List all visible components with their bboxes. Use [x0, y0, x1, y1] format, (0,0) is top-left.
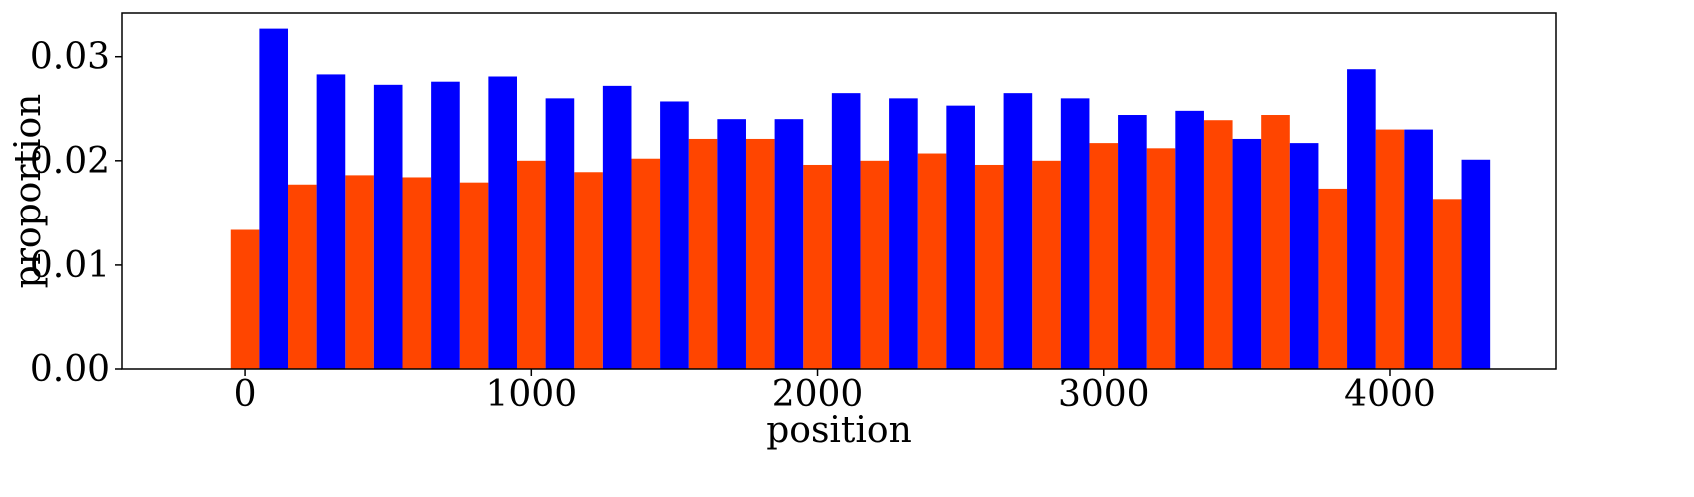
- bar-series-1-bin-13: [917, 153, 947, 369]
- x-tick-label: 0: [234, 374, 257, 415]
- bar-series-2-bin-15: [1060, 98, 1090, 370]
- bar-series-1-bin-22: [1432, 199, 1462, 369]
- bar-series-2-bin-20: [1347, 69, 1376, 370]
- x-axis-label: position: [766, 410, 912, 451]
- x-tick-label: 4000: [1344, 374, 1436, 415]
- bar-series-1-bin-21: [1375, 129, 1405, 369]
- bar-series-2-bin-5: [488, 76, 517, 370]
- bar-series-2-bin-16: [1118, 115, 1147, 370]
- x-tick-label: 3000: [1058, 374, 1150, 415]
- bar-series-2-bin-17: [1175, 110, 1204, 369]
- bar-series-2-bin-11: [831, 93, 861, 370]
- bar-series-2-bin-6: [545, 98, 575, 370]
- bar-series-1-bin-17: [1146, 148, 1176, 369]
- y-axis-ticks: 0.00 0.01 0.02 0.03: [30, 37, 122, 390]
- y-tick-label: 0.00: [30, 349, 110, 390]
- bar-series-1-bin-18: [1203, 120, 1233, 370]
- bar-series-2-bin-9: [717, 119, 746, 369]
- plot-frame: [121, 12, 1557, 370]
- y-tick-label: 0.02: [30, 141, 110, 182]
- x-axis-ticks: 0 1000 2000 3000 4000: [234, 369, 1436, 415]
- y-axis-label: proportion: [8, 94, 49, 289]
- bar-series-2-bin-8: [660, 101, 689, 370]
- bar-series-2-bin-3: [373, 84, 403, 370]
- bar-series-2-bin-22: [1461, 159, 1491, 369]
- x-tick-label: 1000: [485, 374, 577, 415]
- y-tick-label: 0.01: [30, 245, 110, 286]
- bar-series-2-bin-19: [1289, 143, 1319, 369]
- bar-series-1-bin-3: [345, 175, 374, 369]
- bars-group: [230, 28, 1491, 370]
- bar-series-1-bin-11: [803, 164, 832, 369]
- y-tick-label: 0.03: [30, 37, 110, 78]
- bar-series-1-bin-8: [631, 158, 661, 369]
- bar-series-1-bin-2: [288, 184, 317, 369]
- bar-series-2-bin-18: [1232, 138, 1262, 369]
- bar-series-2-bin-2: [316, 74, 346, 369]
- bar-series-2-bin-4: [431, 81, 460, 369]
- bar-series-1-bin-5: [459, 182, 489, 369]
- bar-series-2-bin-10: [774, 119, 804, 369]
- bar-series-1-bin-14: [974, 164, 1004, 369]
- bar-series-2-bin-7: [602, 85, 632, 370]
- bar-series-1-bin-9: [688, 138, 718, 369]
- bar-series-1-bin-12: [860, 160, 890, 369]
- bar-series-2-bin-1: [259, 28, 289, 369]
- bar-series-1-bin-10: [745, 138, 775, 369]
- bar-series-1-bin-19: [1261, 115, 1290, 370]
- bar-series-1-bin-15: [1032, 160, 1061, 369]
- bar-series-2-bin-12: [889, 98, 918, 370]
- bar-series-1-bin-20: [1318, 188, 1348, 369]
- bar-series-1-bin-7: [574, 172, 603, 369]
- bar-series-2-bin-14: [1003, 93, 1033, 370]
- bar-series-1-bin-1: [230, 229, 260, 369]
- bar-series-1-bin-6: [516, 160, 546, 369]
- bar-series-2-bin-21: [1404, 129, 1433, 369]
- bar-series-1-bin-4: [402, 177, 432, 369]
- bar-series-2-bin-13: [946, 105, 975, 369]
- x-tick-label: 2000: [772, 374, 864, 415]
- bar-series-1-bin-16: [1089, 143, 1119, 369]
